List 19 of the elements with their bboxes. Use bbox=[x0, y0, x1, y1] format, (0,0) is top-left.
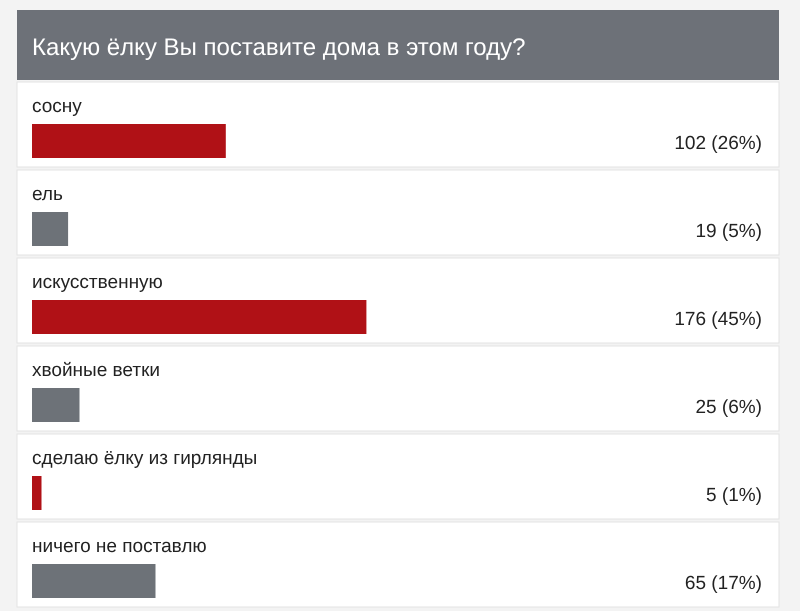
bar bbox=[32, 476, 42, 510]
bar bbox=[32, 300, 366, 334]
bar bbox=[32, 564, 156, 598]
bar bbox=[32, 124, 226, 158]
y-tick-label: искусственную bbox=[32, 272, 163, 293]
bar bbox=[32, 388, 80, 422]
data-label: 5 (1%) bbox=[706, 485, 762, 506]
data-label: 102 (26%) bbox=[674, 133, 762, 154]
data-label: 19 (5%) bbox=[695, 221, 762, 242]
y-tick-label: ничего не поставлю bbox=[32, 536, 207, 557]
data-label: 25 (6%) bbox=[695, 397, 762, 418]
bar bbox=[32, 212, 68, 246]
y-tick-label: ель bbox=[32, 184, 64, 205]
y-tick-label: сосну bbox=[32, 96, 82, 117]
data-label: 176 (45%) bbox=[674, 309, 762, 330]
data-label: 65 (17%) bbox=[684, 573, 762, 594]
y-tick-label: хвойные ветки bbox=[32, 360, 160, 381]
chart-title: Какую ёлку Вы поставите дома в этом году? bbox=[32, 34, 526, 61]
y-tick-label: сделаю ёлку из гирлянды bbox=[32, 448, 258, 469]
